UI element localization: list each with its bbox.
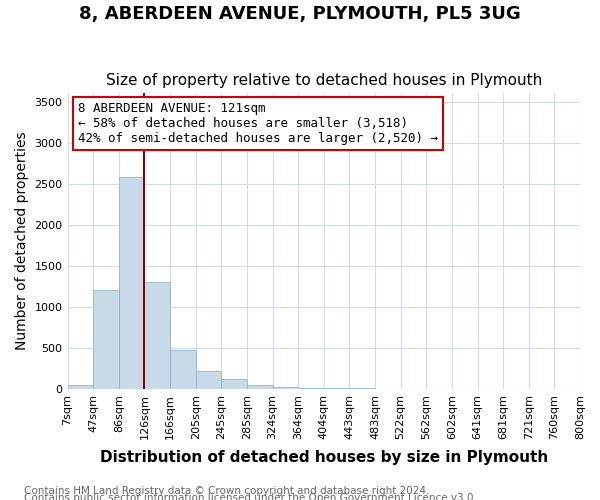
Bar [349,388,375,389]
Bar [298,388,324,389]
Bar [221,379,247,389]
Bar [145,282,170,389]
Y-axis label: Number of detached properties: Number of detached properties [15,132,29,350]
Text: 8, ABERDEEN AVENUE, PLYMOUTH, PL5 3UG: 8, ABERDEEN AVENUE, PLYMOUTH, PL5 3UG [79,5,521,23]
Bar [68,385,93,389]
Text: 8 ABERDEEN AVENUE: 121sqm
← 58% of detached houses are smaller (3,518)
42% of se: 8 ABERDEEN AVENUE: 121sqm ← 58% of detac… [78,102,438,145]
Text: Contains public sector information licensed under the Open Government Licence v3: Contains public sector information licen… [24,493,477,500]
Bar [272,386,298,389]
Bar [170,350,196,389]
Bar [93,290,119,389]
Bar [324,388,349,389]
Bar [247,384,272,389]
Bar [119,177,145,389]
X-axis label: Distribution of detached houses by size in Plymouth: Distribution of detached houses by size … [100,450,548,465]
Title: Size of property relative to detached houses in Plymouth: Size of property relative to detached ho… [106,73,542,88]
Text: Contains HM Land Registry data © Crown copyright and database right 2024.: Contains HM Land Registry data © Crown c… [24,486,430,496]
Bar [196,372,221,389]
